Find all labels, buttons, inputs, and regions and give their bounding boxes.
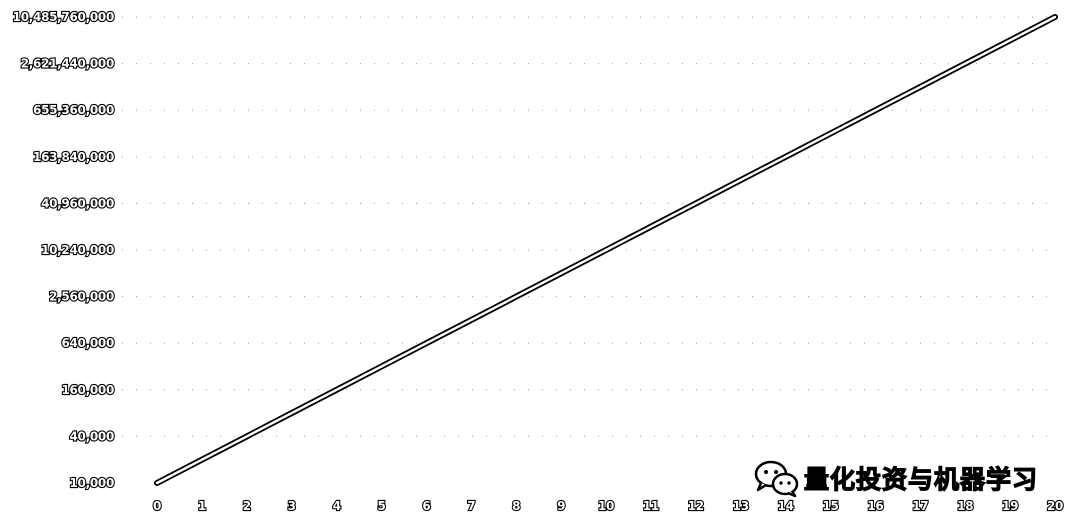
x-tick-label: 8 (512, 499, 520, 513)
x-tick-label: 12 (688, 499, 704, 513)
x-tick-label: 5 (377, 499, 385, 513)
x-tick-label: 19 (1002, 499, 1018, 513)
x-tick-label: 9 (557, 499, 565, 513)
y-tick-label: 160,000 (61, 383, 114, 397)
x-tick-label: 18 (957, 499, 973, 513)
series-layer (154, 14, 1058, 486)
y-tick-label: 2,621,440,000 (21, 57, 114, 71)
y-tick-label: 640,000 (61, 336, 114, 350)
x-tick-label: 4 (333, 499, 341, 513)
x-axis-ticks: 0 1 2 3 4 5 6 7 8 9 10 11 12 13 14 15 16 17 18 19 20 (152, 498, 1065, 514)
x-tick-label: 11 (643, 499, 659, 513)
y-axis-ticks: 10,000 40,000 160,000 640,000 2,560,000 10,24… (12, 9, 116, 491)
x-tick-label: 6 (422, 499, 430, 513)
x-tick-label: 17 (912, 499, 928, 513)
y-tick-label: 10,240,000 (41, 243, 114, 257)
y-tick-label: 163,840,000 (33, 150, 114, 164)
x-tick-label: 0 (153, 499, 161, 513)
x-tick-label: 13 (733, 499, 749, 513)
x-tick-label: 1 (198, 499, 206, 513)
x-tick-label: 14 (778, 499, 794, 513)
y-tick-label: 40,960,000 (41, 196, 114, 210)
x-tick-label: 16 (867, 499, 883, 513)
watermark-text: 量化投资与机器学习 (803, 464, 1039, 494)
y-tick-label: 40,000 (69, 429, 114, 443)
y-tick-label: 10,485,760,000 (13, 10, 114, 24)
grid-lines (122, 16, 1055, 437)
x-tick-label: 15 (822, 499, 838, 513)
x-tick-label: 3 (288, 499, 296, 513)
wechat-icon (754, 460, 799, 498)
series-line (155, 15, 1057, 485)
x-tick-label: 7 (467, 499, 475, 513)
watermark: 量化投资与机器学习 (752, 458, 1038, 498)
y-tick-label: 655,360,000 (33, 103, 114, 117)
x-tick-label: 10 (598, 499, 614, 513)
y-tick-label: 2,560,000 (49, 290, 114, 304)
x-tick-label: 20 (1047, 499, 1063, 513)
y-tick-label: 10,000 (69, 476, 114, 490)
x-tick-label: 2 (243, 499, 251, 513)
